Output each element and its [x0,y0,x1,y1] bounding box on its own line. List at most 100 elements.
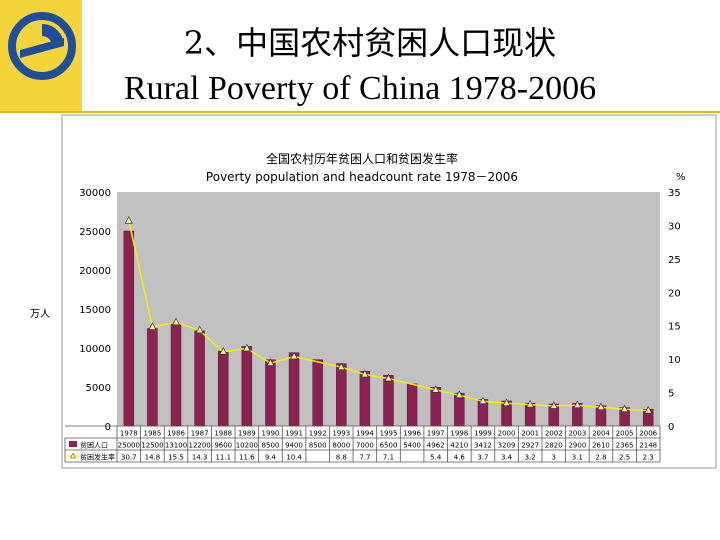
bar-data-label: 2610 [592,442,610,450]
bar-data-label: 9400 [285,442,303,450]
bar [312,359,323,427]
bar-data-label: 8500 [309,442,327,450]
rate-point [573,400,582,409]
y-right-tick-label: 25 [668,255,681,266]
x-tick-label: 1992 [309,430,327,438]
y-right-tick-label: 30 [668,221,681,232]
x-tick-label: 1998 [450,430,468,438]
rate-data-label: 15.5 [168,454,184,462]
rate-point [455,390,464,399]
x-tick-label: 2004 [592,430,610,438]
rate-point [502,398,511,407]
x-tick-label: 1994 [356,430,374,438]
legend-line-marker [70,452,76,459]
rate-point [644,405,653,414]
logo-icon [8,12,76,80]
rate-data-label: 14.8 [145,454,161,462]
legend-bar-label: 贫困人口 [80,441,108,450]
bar [288,352,300,427]
rate-data-label: 9.4 [265,454,277,462]
rate-point [242,343,251,352]
bar-data-label: 8000 [332,442,350,450]
bar-data-label: 2900 [568,442,586,450]
rate-data-label: 7.1 [383,454,394,462]
rate-point [360,369,369,378]
rate-data-label: 3.7 [477,454,488,462]
bar [123,230,135,427]
bar-data-label: 5400 [403,442,421,450]
bar-data-label: 12200 [188,442,210,450]
bar-data-label: 3209 [498,442,516,450]
rate-data-label: 2.3 [643,454,654,462]
y-right-tick-label: 35 [668,188,681,199]
rate-data-label: 8.8 [336,454,347,462]
rate-point [431,385,440,393]
x-tick-label: 1995 [380,430,398,438]
rate-data-label: 14.3 [192,454,208,462]
rate-data-label: 4.6 [454,454,466,462]
bar-data-label: 4210 [450,442,468,450]
x-tick-label: 1997 [427,430,445,438]
chart-subtitle: Poverty population and headcount rate 19… [206,170,518,184]
bar [194,330,205,427]
x-tick-label: 1996 [403,430,421,438]
y-left-tick-label: 25000 [79,227,111,238]
bar-data-label: 2148 [639,442,657,450]
rate-point [124,216,133,224]
bar [336,363,347,427]
bar-data-label: 8500 [262,442,280,450]
y-left-tick-label: 20000 [79,266,111,277]
bar-data-label: 3412 [474,442,492,450]
rate-data-label: 3.4 [501,454,513,462]
bar-data-label: 10200 [236,442,258,450]
bar-data-label: 9600 [214,442,232,450]
brand-sidebar [0,0,82,111]
bar-data-label: 12500 [141,442,163,450]
legend-line-label: 贫困发生率 [80,453,115,462]
y-right-tick-label: 0 [668,422,674,433]
y-right-tick-label: 10 [668,355,681,366]
bar [241,346,253,427]
x-tick-label: 2000 [498,430,516,438]
bar [430,387,441,427]
rate-point [171,317,181,326]
rate-point [478,396,488,405]
x-tick-label: 1990 [262,430,280,438]
x-tick-label: 2002 [545,430,563,438]
bar-data-label: 2365 [616,442,634,450]
bar-data-label: 2820 [545,442,563,450]
rate-point [596,402,606,411]
bar-data-label: 13100 [165,442,187,450]
rate-data-label: 11.1 [215,454,231,462]
rate-point [219,347,228,355]
x-tick-label: 2006 [639,430,657,438]
bar [218,350,229,427]
bar [147,328,158,427]
x-tick-label: 1991 [285,430,303,438]
bar-data-label: 6500 [380,442,398,450]
x-tick-label: 2003 [568,430,586,438]
y-right-tick-label: 20 [668,288,681,299]
x-tick-label: 1988 [214,430,232,438]
rate-data-label: 2.8 [595,454,606,462]
rate-data-label: 5.4 [430,454,442,462]
bar-data-label: 7000 [356,442,374,450]
y-left-tick-label: 10000 [79,344,111,355]
y-right-tick-label: 5 [668,389,674,400]
rate-point [384,373,393,382]
y-left-tick-label: 5000 [86,383,111,394]
rate-point [148,322,157,330]
chart-title: 全国农村历年贫困人口和贫困发生率 [266,151,458,166]
x-tick-label: 1985 [143,430,161,438]
y-right-axis-label: % [676,172,686,183]
rate-point [195,325,204,334]
x-tick-label: 1986 [167,430,185,438]
rate-data-label: 11.6 [239,454,255,462]
x-tick-label: 1978 [120,430,138,438]
x-tick-label: 2001 [521,430,539,438]
rate-data-label: 7.7 [359,454,370,462]
x-tick-label: 1999 [474,430,492,438]
rate-data-label: 3.1 [572,454,583,462]
x-tick-label: 1987 [191,430,209,438]
rate-point [289,351,299,360]
